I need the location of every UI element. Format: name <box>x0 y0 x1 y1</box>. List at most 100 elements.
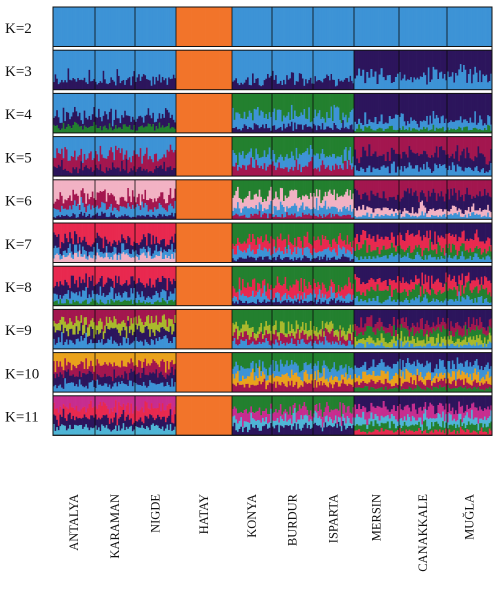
individual-bar <box>298 303 301 306</box>
individual-bar <box>405 80 408 90</box>
individual-bar <box>458 69 461 90</box>
individual-bar <box>190 223 192 263</box>
individual-bar <box>352 166 355 177</box>
individual-bar <box>88 169 91 177</box>
individual-bar <box>61 50 64 81</box>
individual-bar <box>471 50 474 84</box>
individual-bar <box>102 293 105 304</box>
individual-bar <box>356 223 359 235</box>
individual-bar <box>194 93 197 134</box>
individual-bar <box>56 179 59 200</box>
individual-bar <box>150 266 153 288</box>
individual-bar <box>434 50 437 70</box>
individual-bar <box>157 223 160 244</box>
individual-bar <box>278 254 281 263</box>
individual-bar <box>298 216 301 220</box>
individual-bar <box>301 50 304 79</box>
individual-bar <box>150 118 153 127</box>
individual-bar <box>86 7 89 47</box>
individual-bar <box>298 301 301 304</box>
individual-bar <box>115 300 117 306</box>
individual-bar <box>233 246 236 255</box>
individual-bar <box>91 266 94 276</box>
individual-bar <box>242 93 245 119</box>
individual-bar <box>461 93 464 123</box>
individual-bar <box>191 223 194 263</box>
individual-bar <box>268 147 271 165</box>
individual-bar <box>442 50 445 79</box>
individual-bar <box>110 203 113 213</box>
individual-bar <box>104 223 107 237</box>
individual-bar <box>413 77 416 90</box>
individual-bar <box>149 223 152 234</box>
individual-bar <box>262 223 265 243</box>
individual-bar <box>292 245 295 253</box>
individual-bar <box>427 7 430 47</box>
individual-bar <box>399 232 401 246</box>
individual-bar <box>72 223 75 245</box>
individual-bar <box>450 156 453 171</box>
individual-bar <box>59 223 62 249</box>
individual-bar <box>440 209 443 217</box>
individual-bar <box>164 254 167 263</box>
individual-bar <box>131 293 134 305</box>
individual-bar <box>435 146 438 166</box>
individual-bar <box>354 50 357 79</box>
individual-bar <box>396 179 400 196</box>
individual-bar <box>303 7 306 47</box>
individual-bar <box>354 78 357 90</box>
individual-bar <box>122 223 125 239</box>
individual-bar <box>324 288 327 295</box>
individual-bar <box>284 179 287 196</box>
individual-bar <box>447 136 449 155</box>
individual-bar <box>448 76 451 90</box>
individual-bar <box>405 50 408 81</box>
individual-bar <box>403 255 406 263</box>
individual-bar <box>70 266 73 276</box>
individual-bar <box>323 302 326 306</box>
individual-bar <box>349 125 352 134</box>
individual-bar <box>233 80 236 90</box>
individual-bar <box>124 124 127 134</box>
individual-bar <box>125 208 128 217</box>
individual-bar <box>275 285 278 294</box>
individual-bar <box>301 202 304 213</box>
individual-bar <box>232 266 235 287</box>
individual-bar <box>284 300 287 306</box>
individual-bar <box>260 50 263 87</box>
individual-bar <box>62 295 65 304</box>
individual-bar <box>242 136 245 152</box>
individual-bar <box>410 50 413 78</box>
individual-bar <box>270 266 273 286</box>
individual-bar <box>349 260 352 263</box>
individual-bar <box>168 93 171 113</box>
individual-bar <box>294 203 297 214</box>
individual-bar <box>139 115 142 127</box>
individual-bar <box>118 93 120 119</box>
individual-bar <box>150 199 153 210</box>
individual-bar <box>197 223 200 263</box>
individual-bar <box>336 208 339 215</box>
individual-bar <box>72 254 75 260</box>
individual-bar <box>453 244 456 257</box>
individual-bar <box>407 7 409 47</box>
individual-bar <box>362 136 365 147</box>
individual-bar <box>415 165 417 177</box>
individual-bar <box>287 234 290 246</box>
individual-bar <box>431 79 433 90</box>
individual-bar <box>62 107 65 124</box>
individual-bar <box>152 223 155 236</box>
individual-bar <box>487 223 490 238</box>
individual-bar <box>157 300 160 306</box>
individual-bar <box>298 7 301 47</box>
individual-bar <box>64 208 67 217</box>
individual-bar <box>130 7 133 47</box>
individual-bar <box>108 223 111 242</box>
individual-bar <box>93 179 96 199</box>
individual-bar <box>313 258 315 263</box>
individual-bar <box>91 126 94 134</box>
individual-bar <box>292 119 295 131</box>
individual-bar <box>152 284 155 296</box>
individual-bar <box>432 257 435 263</box>
individual-bar <box>471 136 474 160</box>
